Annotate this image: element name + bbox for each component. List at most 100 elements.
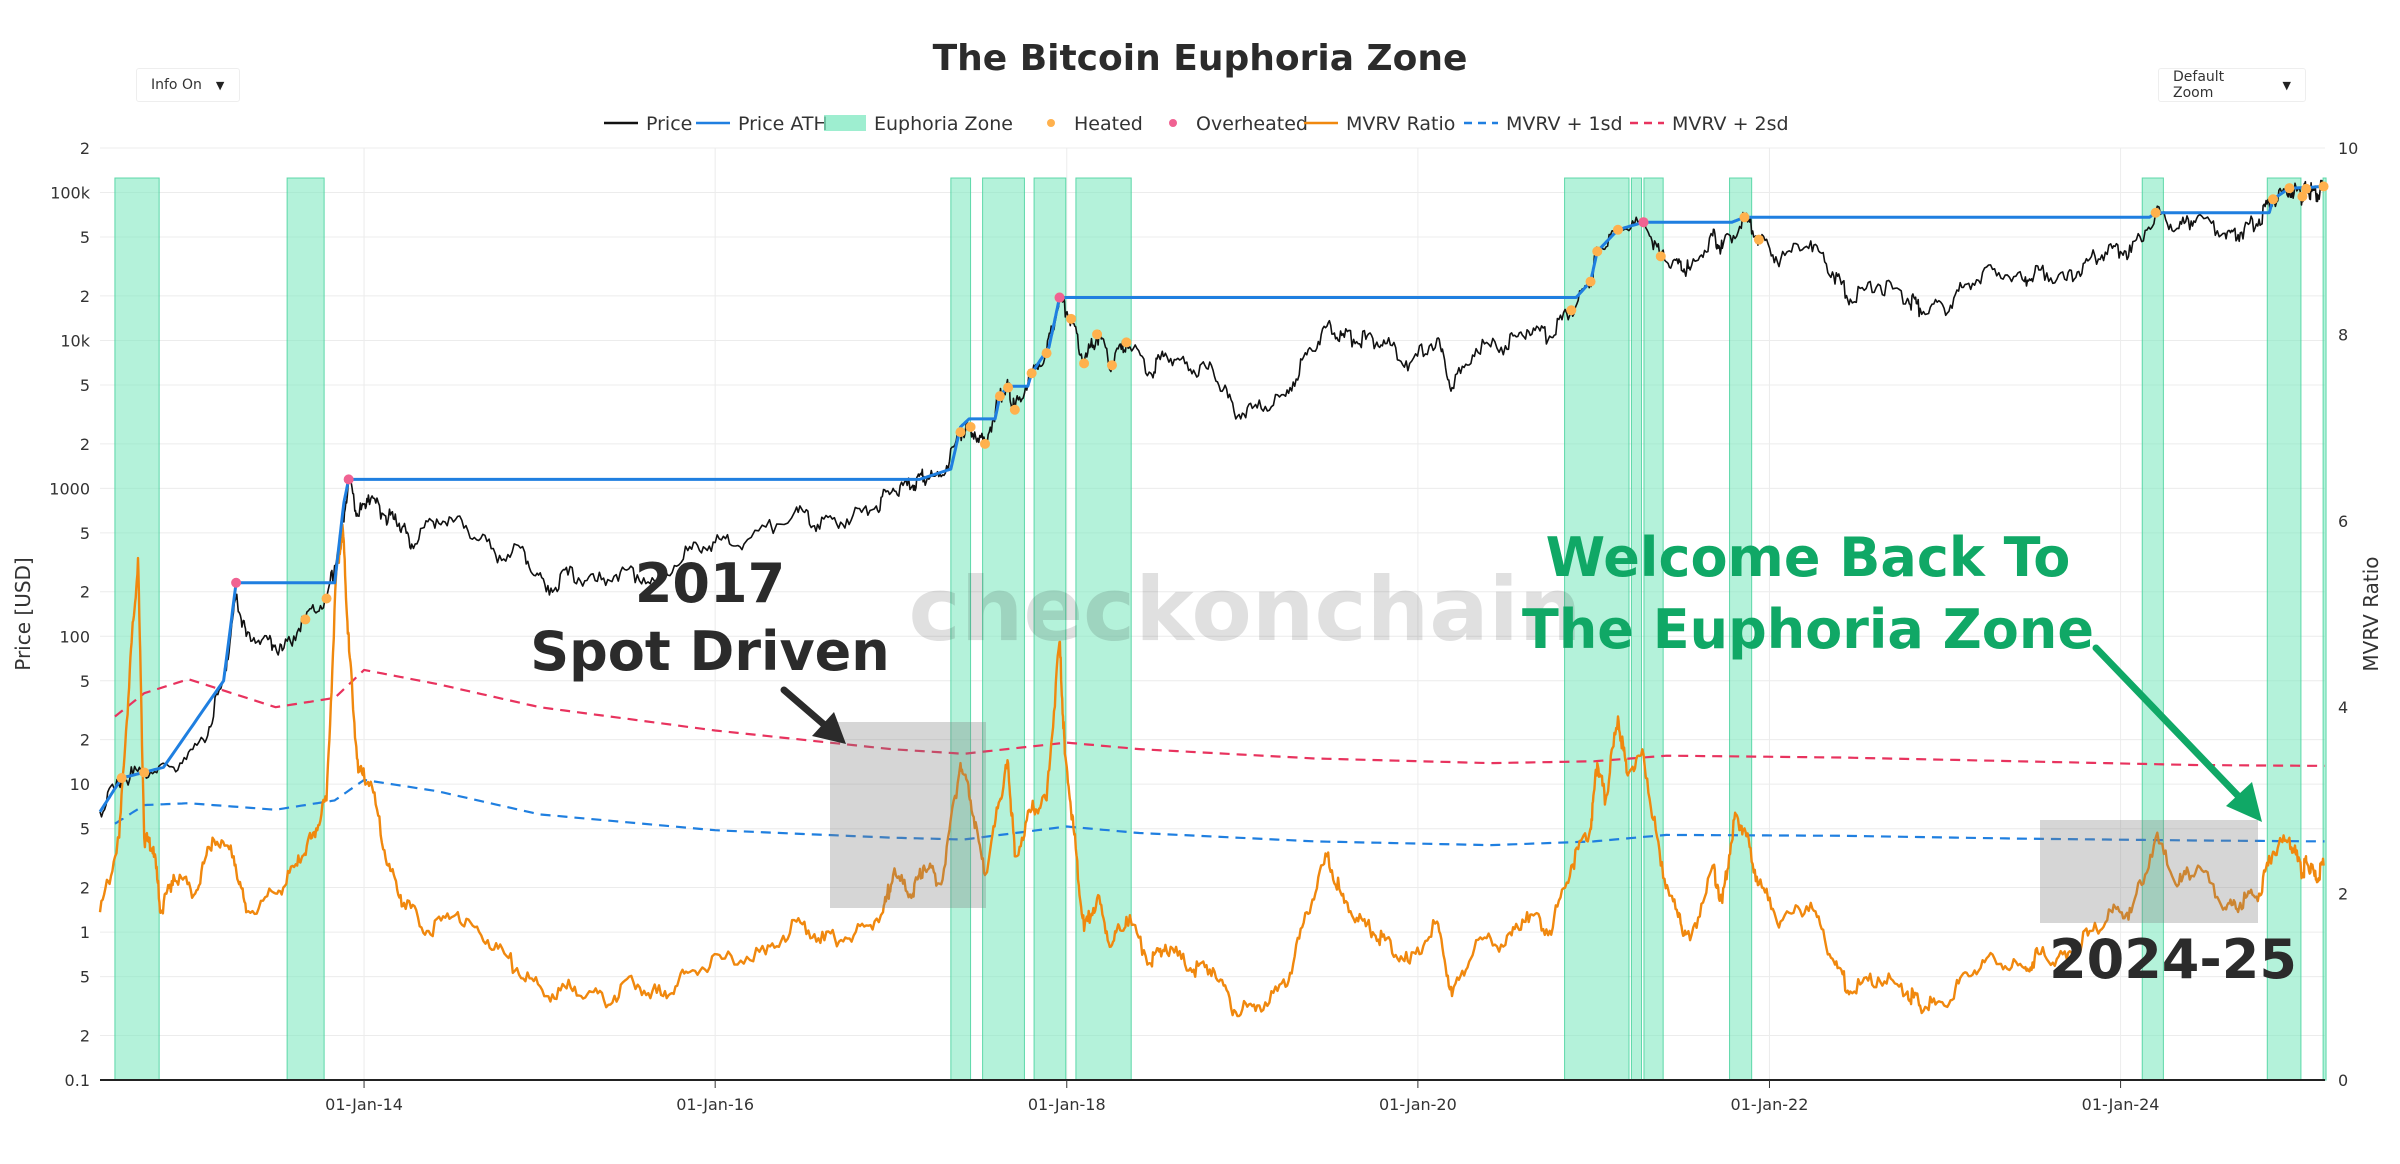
watermark: checkonchain <box>909 558 1582 661</box>
y-axis-label: Price [USD] <box>11 557 35 671</box>
heated-marker <box>116 773 127 784</box>
y2-tick-label: 0 <box>2338 1071 2348 1090</box>
legend-label: MVRV + 1sd <box>1506 113 1623 135</box>
heated-marker <box>1009 404 1020 415</box>
axes: 01-Jan-14 01-Jan-16 01-Jan-18 01-Jan-20 01-J… <box>11 139 2383 1114</box>
y-tick-label: 2 <box>80 287 90 306</box>
x-tick-label: 01-Jan-18 <box>1028 1095 1106 1114</box>
heated-marker <box>979 438 990 449</box>
legend-item-heated: Heated <box>1047 113 1143 135</box>
series-mvrv-1sd <box>114 778 2325 847</box>
euphoria-zone <box>2266 177 2302 1081</box>
spot-driven-annotation: 2017 Spot Driven <box>530 552 890 744</box>
euphoria-zone <box>114 177 160 1081</box>
heated-marker <box>1026 368 1037 379</box>
heated-marker <box>1079 358 1090 369</box>
heated-marker <box>2297 191 2308 202</box>
recent-cycle-label: 2024-25 <box>2049 928 2297 991</box>
legend-item-euphoria-zone: Euphoria Zone <box>824 113 1013 135</box>
y-tick-label: 2 <box>80 583 90 602</box>
y-tick-label: 5 <box>80 228 90 247</box>
heated-marker <box>2268 194 2279 205</box>
heated-marker <box>1739 212 1750 223</box>
info-toggle-dropdown[interactable]: Info On ▼ <box>136 68 240 102</box>
y-tick-label: 5 <box>80 820 90 839</box>
series-price <box>99 179 2324 818</box>
legend-label: MVRV Ratio <box>1346 113 1455 135</box>
legend-item-price-ath: Price ATH <box>696 113 828 135</box>
heated-marker <box>2318 181 2329 192</box>
heated-marker <box>955 427 966 438</box>
y-tick-label: 5 <box>80 376 90 395</box>
y-tick-label: 100k <box>50 184 91 203</box>
heated-marker <box>1592 246 1603 257</box>
heated-marker <box>2284 183 2295 194</box>
y-tick-label: 2 <box>80 1026 90 1045</box>
heated-marker <box>300 614 311 625</box>
y-tick-label: 5 <box>80 968 90 987</box>
welcome-line-1: Welcome Back To <box>1546 526 2071 589</box>
legend-label: Price ATH <box>738 113 828 135</box>
euphoria-zone <box>2322 177 2327 1081</box>
heated-marker <box>1753 234 1764 245</box>
y-tick-label: 5 <box>80 672 90 691</box>
x-tick-label: 01-Jan-20 <box>1379 1095 1457 1114</box>
y-axis-ticks: 0.1 2 5 1 2 5 10 2 5 100 2 5 1000 2 5 10k 2 5 100k 2 <box>49 139 90 1090</box>
y2-axis-ticks: 0 2 4 6 8 10 <box>2338 139 2358 1090</box>
heated-marker <box>139 767 150 778</box>
zoom-dropdown[interactable]: Default Zoom ▼ <box>2158 68 2306 102</box>
euphoria-zones <box>114 177 2327 1081</box>
series-mvrv-ratio <box>98 523 2325 1018</box>
y-tick-label: 2 <box>80 139 90 158</box>
legend-item-mvrv-2sd: MVRV + 2sd <box>1630 113 1789 135</box>
legend-item-price: Price <box>604 113 692 135</box>
x-axis-ticks: 01-Jan-14 01-Jan-16 01-Jan-18 01-Jan-20 01-J… <box>325 1080 2159 1114</box>
heat-markers <box>116 181 2329 784</box>
legend-swatch-dot <box>1169 119 1177 127</box>
y-tick-label: 10 <box>70 775 90 794</box>
x-tick-label: 01-Jan-22 <box>1731 1095 1809 1114</box>
euphoria-zone <box>1564 177 1630 1081</box>
y2-tick-label: 4 <box>2338 698 2348 717</box>
heated-marker <box>1066 313 1077 324</box>
heated-marker <box>1106 360 1117 371</box>
heated-marker <box>2301 183 2312 194</box>
y2-tick-label: 6 <box>2338 512 2348 531</box>
legend-label: MVRV + 2sd <box>1672 113 1789 135</box>
heated-marker <box>1121 337 1132 348</box>
legend-label: Overheated <box>1196 113 1308 135</box>
y-tick-label: 1 <box>80 923 90 942</box>
heated-marker <box>1612 224 1623 235</box>
legend-label: Price <box>646 113 692 135</box>
y2-axis-label: MVRV Ratio <box>2359 556 2383 671</box>
legend-item-mvrv-ratio: MVRV Ratio <box>1304 113 1455 135</box>
euphoria-zone <box>286 177 325 1081</box>
legend: Price Price ATH Euphoria Zone Heated Overhea… <box>604 113 1789 135</box>
heated-marker <box>1655 251 1666 262</box>
spot-driven-year: 2017 <box>635 552 785 615</box>
overheated-marker <box>231 577 242 588</box>
info-toggle-label: Info On <box>151 77 202 93</box>
heated-marker <box>965 421 976 432</box>
chevron-down-icon: ▼ <box>2282 78 2291 92</box>
y-tick-label: 1000 <box>49 479 90 498</box>
legend-item-mvrv-1sd: MVRV + 1sd <box>1464 113 1623 135</box>
y-tick-label: 10k <box>60 331 90 350</box>
euphoria-zone <box>1033 177 1067 1081</box>
series-mvrv-2sd <box>114 668 2325 767</box>
legend-swatch-dot <box>1047 119 1055 127</box>
chart-title: The Bitcoin Euphoria Zone <box>933 38 1468 79</box>
y2-tick-label: 8 <box>2338 325 2348 344</box>
welcome-arrowhead <box>2226 782 2262 822</box>
spot-driven-text: Spot Driven <box>530 620 890 683</box>
heated-marker <box>321 593 332 604</box>
y-tick-label: 100 <box>59 627 90 646</box>
spot-driven-box <box>830 722 986 908</box>
legend-item-overheated: Overheated <box>1169 113 1308 135</box>
spot-driven-arrow-shaft <box>780 686 832 732</box>
legend-swatch-area <box>824 115 866 131</box>
heated-marker <box>1092 329 1103 340</box>
x-tick-label: 01-Jan-14 <box>325 1095 403 1114</box>
y-tick-label: 2 <box>80 435 90 454</box>
